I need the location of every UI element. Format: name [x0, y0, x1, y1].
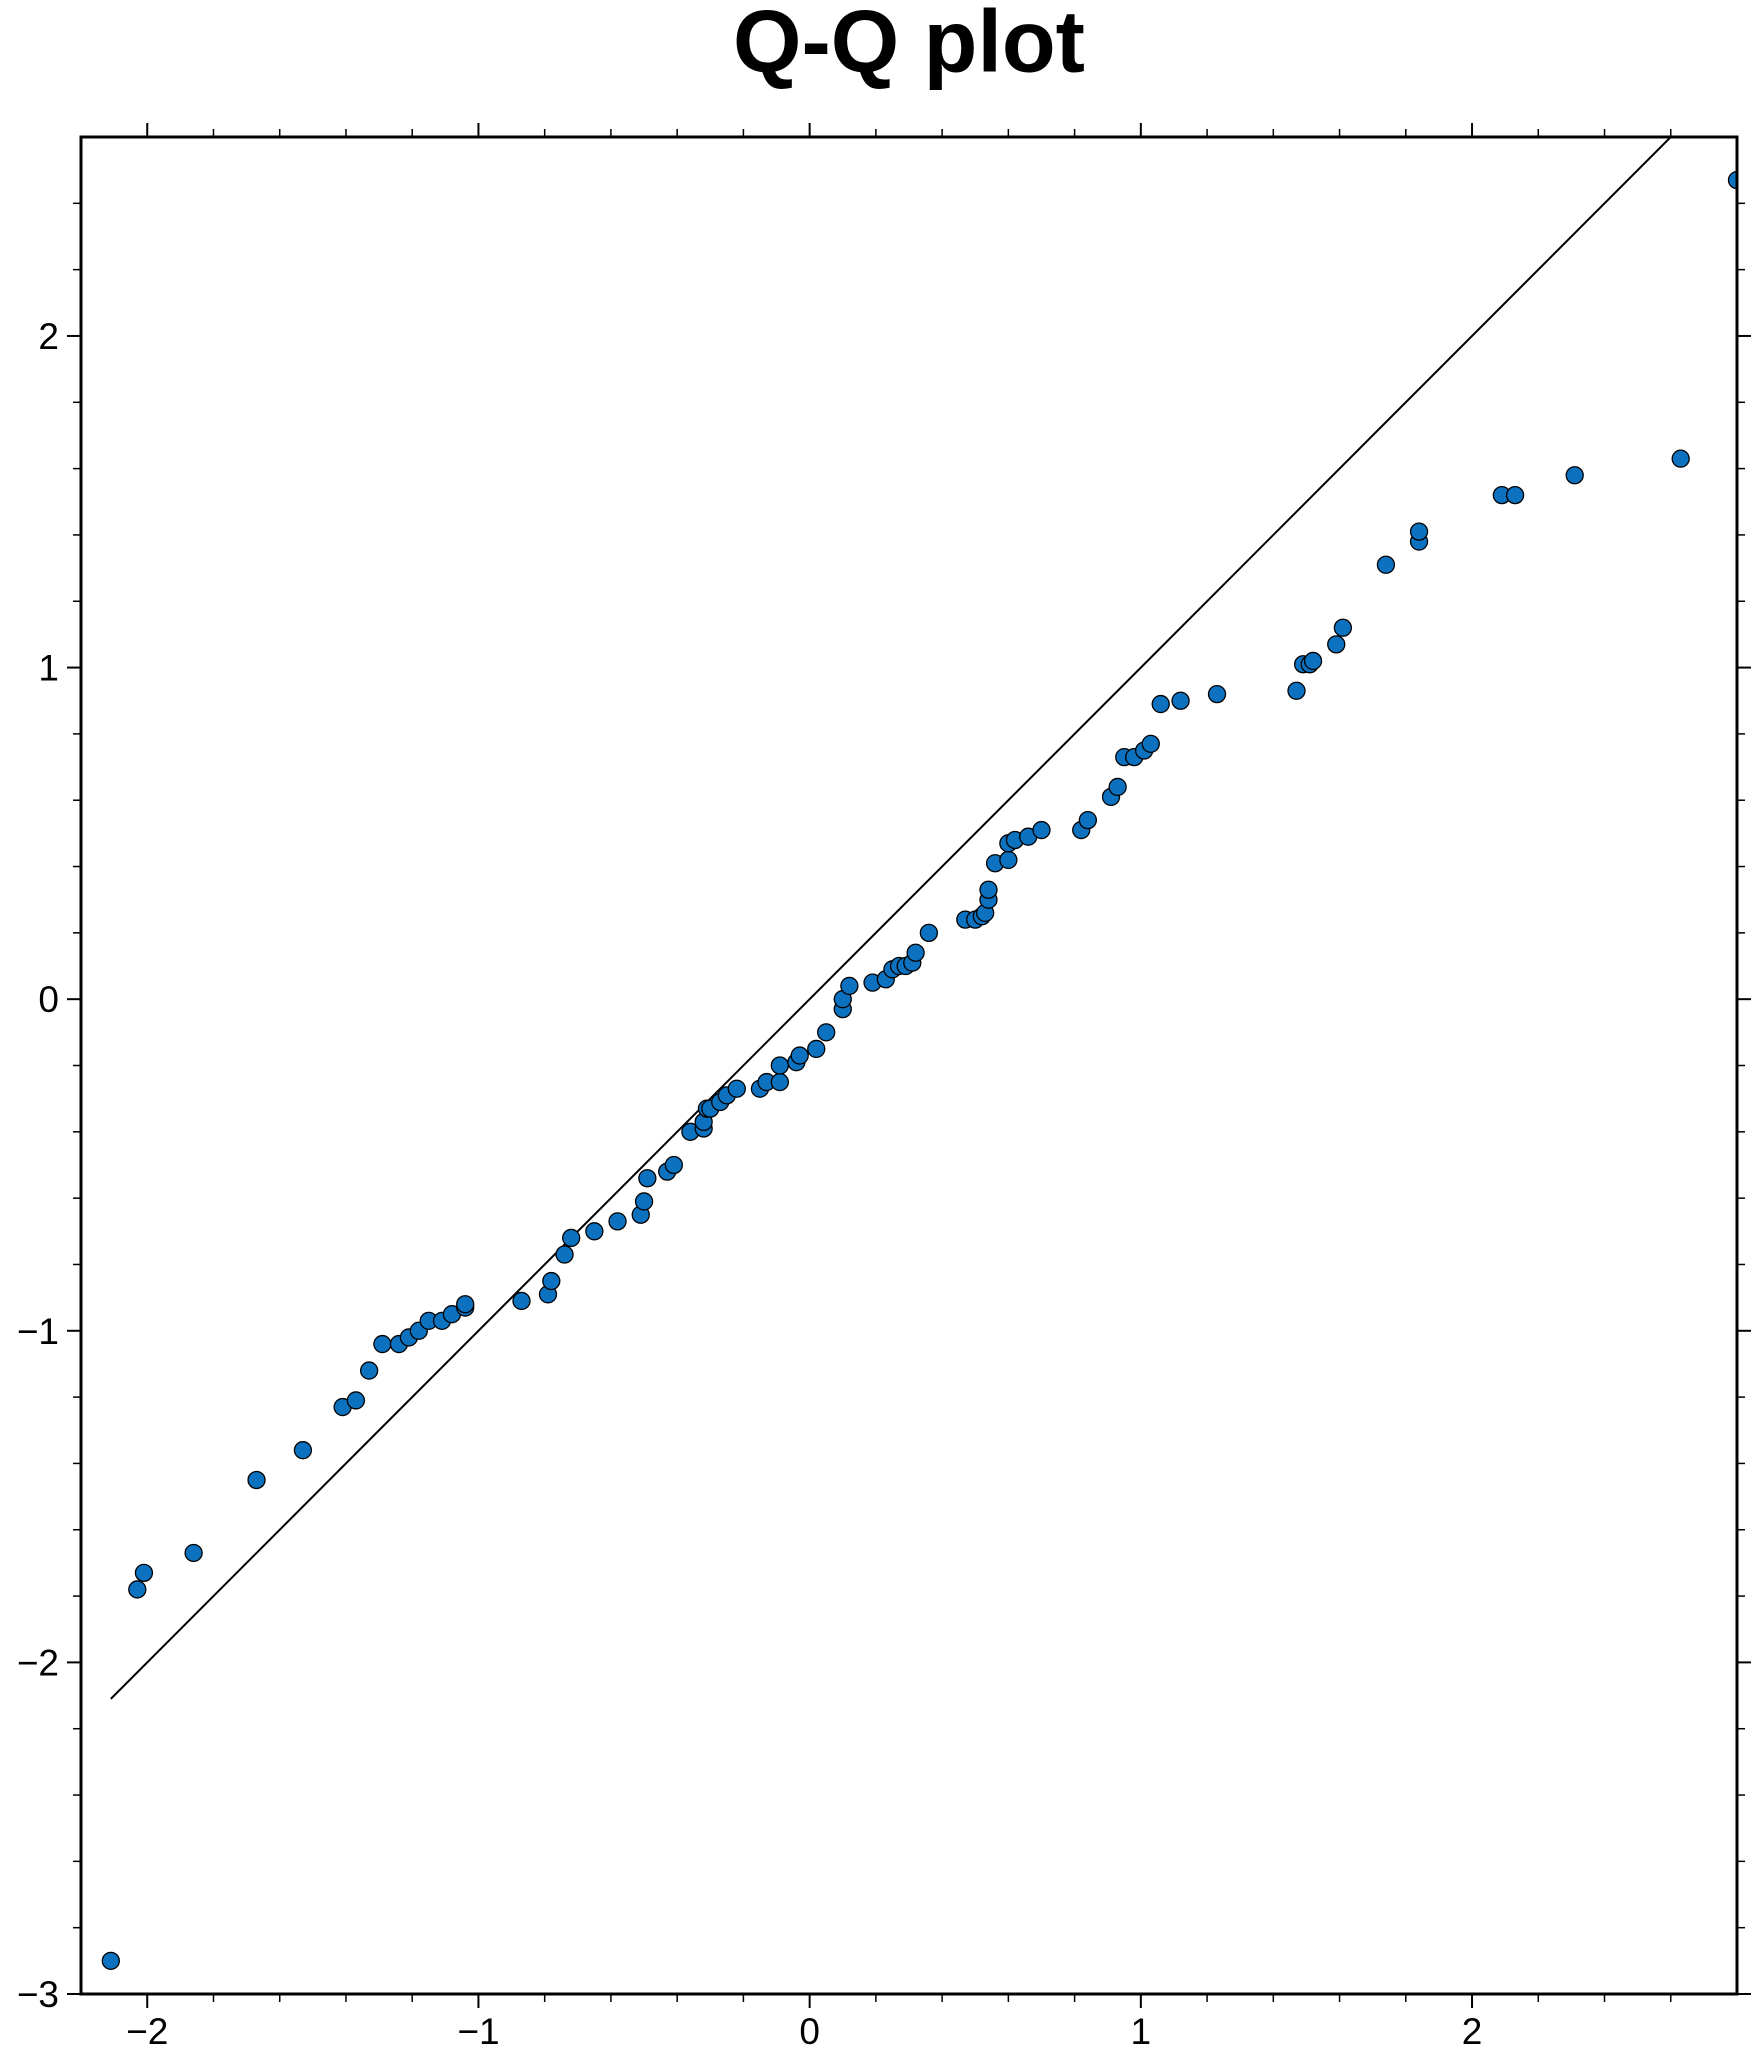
y-tick-label: −3: [17, 1974, 59, 2015]
point: [128, 1580, 147, 1599]
x-tick-label: 2: [1462, 2011, 1483, 2052]
point: [840, 976, 859, 996]
point: [542, 1271, 561, 1291]
y-tick-label: 1: [38, 648, 59, 689]
point: [101, 1951, 120, 1970]
point: [906, 943, 925, 962]
x-tick-label: −1: [457, 2011, 499, 2052]
point: [790, 1046, 809, 1065]
point: [1505, 485, 1525, 505]
point: [184, 1543, 203, 1563]
point: [134, 1563, 154, 1583]
point: [608, 1212, 627, 1231]
point: [727, 1079, 746, 1098]
chart-title: Q-Q plot: [733, 0, 1085, 90]
point: [1151, 694, 1170, 714]
point: [562, 1228, 581, 1248]
point: [512, 1291, 531, 1311]
x-tick-label: 1: [1131, 2011, 1152, 2052]
point: [638, 1169, 657, 1188]
x-tick-label: 0: [799, 2011, 820, 2052]
point: [770, 1056, 789, 1075]
point: [1376, 555, 1396, 574]
point: [1333, 618, 1353, 637]
point: [373, 1334, 392, 1354]
point: [1032, 820, 1051, 840]
point: [999, 850, 1018, 870]
point: [979, 880, 998, 899]
point: [807, 1039, 826, 1059]
point: [247, 1470, 266, 1490]
point: [1327, 635, 1346, 654]
plot-frame: [79, 135, 1739, 1996]
y-tick-label: −2: [17, 1642, 59, 1683]
plot-area: [101, 137, 1737, 1970]
point: [664, 1155, 683, 1175]
point: [1287, 681, 1306, 700]
point: [1078, 810, 1097, 830]
point: [919, 923, 939, 943]
point: [293, 1441, 313, 1460]
point: [585, 1222, 604, 1241]
point: [1108, 777, 1127, 797]
point: [555, 1245, 574, 1264]
point: [770, 1072, 789, 1092]
point: [817, 1023, 836, 1042]
y-tick-label: −1: [17, 1311, 59, 1352]
point: [1207, 684, 1227, 704]
point: [359, 1361, 379, 1380]
point: [1409, 522, 1429, 541]
x-tick-label: −2: [126, 2011, 168, 2052]
point: [346, 1391, 366, 1410]
reference-line: [110, 137, 1672, 1700]
point: [1671, 449, 1690, 468]
point: [1565, 466, 1584, 485]
point: [456, 1295, 475, 1314]
point: [634, 1192, 654, 1211]
point: [1303, 651, 1323, 671]
y-tick-label: 2: [38, 316, 59, 357]
point: [1727, 170, 1737, 190]
point: [1171, 691, 1190, 710]
y-tick-label: 0: [38, 979, 59, 1020]
point: [1141, 734, 1160, 753]
